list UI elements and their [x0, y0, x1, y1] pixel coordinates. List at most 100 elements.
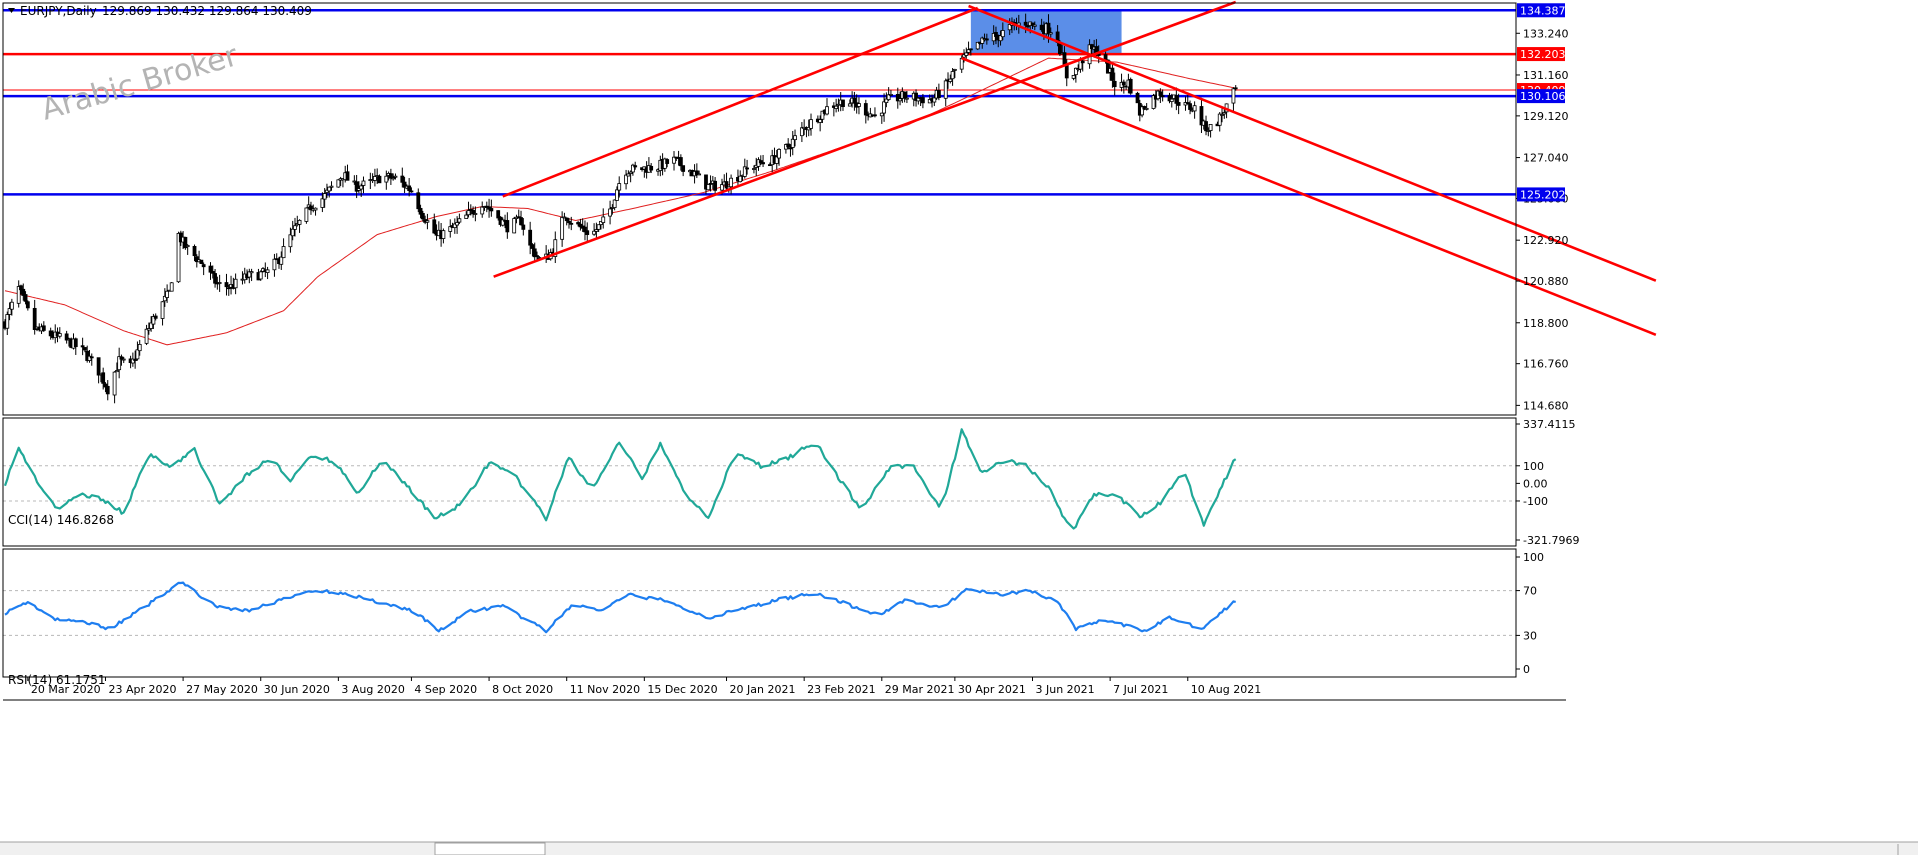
candle — [633, 161, 638, 170]
candle-body — [162, 295, 167, 302]
candle — [569, 216, 574, 231]
candle-body — [519, 217, 523, 226]
candle-body — [948, 78, 953, 82]
candle-body — [103, 383, 108, 388]
candle — [952, 68, 957, 78]
candle-body — [329, 185, 334, 188]
candle-body — [480, 206, 485, 215]
candle-body — [752, 168, 756, 170]
chart-tab[interactable] — [434, 842, 546, 855]
candle — [471, 206, 475, 218]
candle-body — [1144, 107, 1149, 110]
candle-body — [612, 199, 617, 208]
candle-body — [199, 259, 204, 264]
candle — [758, 155, 763, 165]
candle-body — [628, 171, 633, 174]
candle-body — [217, 282, 222, 284]
candle — [121, 356, 126, 364]
candle — [272, 253, 277, 277]
candle-body — [1048, 32, 1053, 35]
candle — [1167, 92, 1172, 104]
candle — [416, 188, 421, 213]
candle — [64, 330, 69, 344]
candle — [599, 220, 603, 230]
price-tag-resistance-134-387: 134.387 — [1517, 3, 1566, 18]
ascending-channel-upper — [502, 6, 979, 198]
price-tag-support-125-202: 125.202 — [1517, 187, 1566, 202]
candle — [729, 174, 733, 195]
candle — [991, 25, 996, 45]
candle — [1080, 58, 1085, 72]
candle-body — [194, 256, 199, 263]
candle — [32, 299, 37, 335]
candle-body — [564, 217, 569, 222]
candle — [786, 138, 791, 150]
candle-body — [372, 176, 377, 181]
candle — [1158, 88, 1163, 103]
candle-body — [884, 98, 889, 103]
candle — [1112, 72, 1117, 96]
candle-body — [966, 49, 971, 53]
dropdown-triangle-icon[interactable] — [8, 8, 15, 13]
candle — [521, 218, 526, 236]
candle-body — [729, 177, 733, 188]
candle-body — [464, 214, 469, 219]
candle — [89, 353, 94, 366]
candle — [265, 266, 270, 280]
candle — [112, 371, 117, 404]
candle-body — [48, 330, 53, 337]
candle-body — [962, 54, 966, 58]
candle-body — [9, 301, 14, 310]
candle-body — [457, 218, 462, 223]
candle — [1188, 100, 1192, 115]
candle — [1169, 93, 1174, 108]
candle-body — [882, 101, 886, 114]
candle-body — [790, 138, 795, 148]
candle — [628, 170, 633, 183]
candle — [1199, 97, 1204, 133]
candle-body — [146, 328, 151, 331]
symbol-timeframe: EURJPY,Daily — [20, 4, 97, 18]
candle-body — [1208, 124, 1213, 131]
candle — [886, 87, 891, 101]
candle — [863, 99, 868, 124]
candle-body — [649, 165, 654, 171]
candle-body — [528, 229, 533, 246]
price-tag-label: 125.202 — [1520, 188, 1566, 201]
candle — [309, 201, 313, 215]
candle — [185, 244, 190, 255]
candle — [665, 158, 670, 168]
candle-body — [320, 198, 325, 208]
candle — [217, 274, 222, 292]
pane-frames — [2, 2, 1566, 701]
candle-body — [1231, 88, 1236, 104]
candle-body — [916, 97, 921, 102]
candle — [704, 174, 708, 195]
candle-body — [921, 97, 925, 104]
moving-average-line — [4, 57, 1236, 346]
price-pane[interactable]: Arabic Broker EURJPY,Daily 129.869 130.4… — [3, 0, 1657, 404]
candle — [994, 26, 998, 45]
candle-body — [185, 245, 190, 247]
candle-body — [1030, 22, 1035, 26]
candle — [697, 170, 702, 176]
cci-pane[interactable]: CCI(14) 146.8268 — [3, 428, 1516, 530]
candle-body — [73, 338, 78, 348]
candle-body — [420, 212, 425, 220]
candle — [841, 99, 845, 111]
candle-body — [1204, 121, 1208, 132]
candle — [1135, 91, 1140, 104]
candle — [249, 268, 254, 282]
candle-body — [505, 220, 510, 233]
candle — [943, 78, 948, 107]
candle-body — [272, 258, 277, 271]
candle — [519, 210, 523, 226]
candle-body — [357, 188, 361, 191]
candle-body — [496, 210, 501, 219]
candle — [21, 283, 26, 301]
candle-body — [863, 103, 868, 116]
candle — [165, 284, 170, 303]
candle — [320, 192, 325, 213]
candle — [281, 238, 286, 259]
